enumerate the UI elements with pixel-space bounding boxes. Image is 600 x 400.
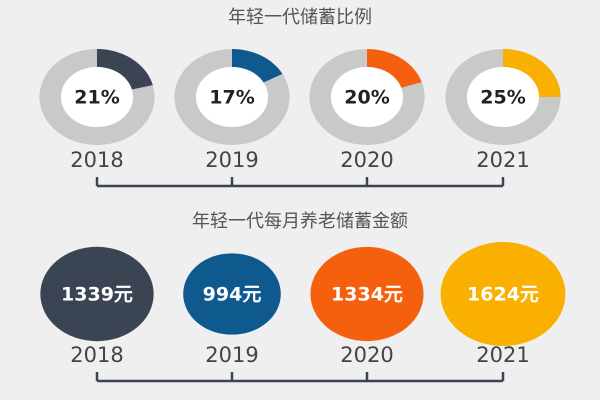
donut-hole xyxy=(61,67,133,127)
donut xyxy=(445,49,561,145)
donut-segment xyxy=(97,49,153,90)
chart-title: 年轻一代每月养老储蓄金额 xyxy=(192,211,408,232)
value-label: 21% xyxy=(74,87,119,109)
donut xyxy=(39,49,155,145)
value-label: 1624元 xyxy=(467,284,539,306)
bubble xyxy=(183,253,281,335)
timeline xyxy=(95,372,505,383)
donut-hole xyxy=(196,67,268,127)
year-label: 2021 xyxy=(476,148,529,172)
value-label: 1334元 xyxy=(331,284,403,306)
year-label: 2018 xyxy=(70,343,123,367)
year-label: 2020 xyxy=(340,148,393,172)
year-label: 2019 xyxy=(205,343,258,367)
donut-segment xyxy=(503,49,561,97)
donut-segment xyxy=(367,49,422,88)
value-label: 17% xyxy=(209,87,254,109)
year-label: 2019 xyxy=(205,148,258,172)
year-label: 2018 xyxy=(70,148,123,172)
donut-hole xyxy=(331,67,403,127)
chart-title: 年轻一代储蓄比例 xyxy=(228,7,372,28)
donut xyxy=(309,49,425,145)
bubble xyxy=(440,242,566,346)
timeline xyxy=(95,177,505,188)
value-label: 1339元 xyxy=(61,284,133,306)
bubble xyxy=(40,246,154,342)
year-label: 2020 xyxy=(340,343,393,367)
year-label: 2021 xyxy=(476,343,529,367)
value-label: 20% xyxy=(344,87,389,109)
value-label: 25% xyxy=(480,87,525,109)
bubble xyxy=(310,246,424,342)
value-label: 994元 xyxy=(203,284,262,306)
donut-hole xyxy=(467,67,539,127)
donut-segment xyxy=(232,49,283,83)
donut xyxy=(174,49,290,145)
